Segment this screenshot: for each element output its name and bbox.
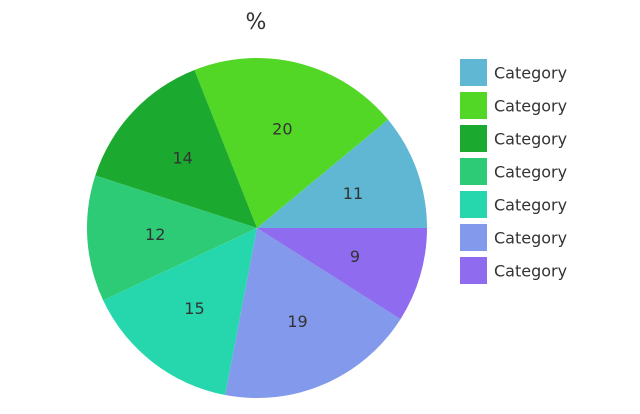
slice-label: 9 bbox=[350, 247, 360, 266]
legend-label: Category bbox=[494, 196, 567, 215]
legend-swatch bbox=[460, 59, 487, 86]
pie-slice bbox=[225, 228, 401, 398]
pie-slice bbox=[257, 119, 427, 228]
slice-label: 19 bbox=[287, 312, 307, 331]
legend-swatch bbox=[460, 92, 487, 119]
pie-slice bbox=[95, 69, 257, 229]
pie-slice bbox=[103, 228, 257, 395]
pie-slice bbox=[257, 228, 427, 320]
pie-slice bbox=[87, 175, 257, 301]
legend-swatch bbox=[460, 257, 487, 284]
slice-label: 14 bbox=[172, 149, 192, 168]
legend-label: Category bbox=[494, 130, 567, 149]
legend-swatch bbox=[460, 191, 487, 218]
legend-swatch bbox=[460, 158, 487, 185]
legend-label: Category bbox=[494, 97, 567, 116]
slice-label: 20 bbox=[272, 120, 292, 139]
legend-swatch bbox=[460, 125, 487, 152]
legend-label: Category bbox=[494, 64, 567, 83]
slice-label: 15 bbox=[184, 299, 204, 318]
slice-label: 11 bbox=[343, 184, 363, 203]
chart-title: % bbox=[246, 10, 267, 35]
slice-label: 12 bbox=[145, 225, 165, 244]
pie-slice bbox=[194, 58, 388, 229]
legend-label: Category bbox=[494, 262, 567, 281]
legend-label: Category bbox=[494, 229, 567, 248]
legend-swatch bbox=[460, 224, 487, 251]
legend-label: Category bbox=[494, 163, 567, 182]
